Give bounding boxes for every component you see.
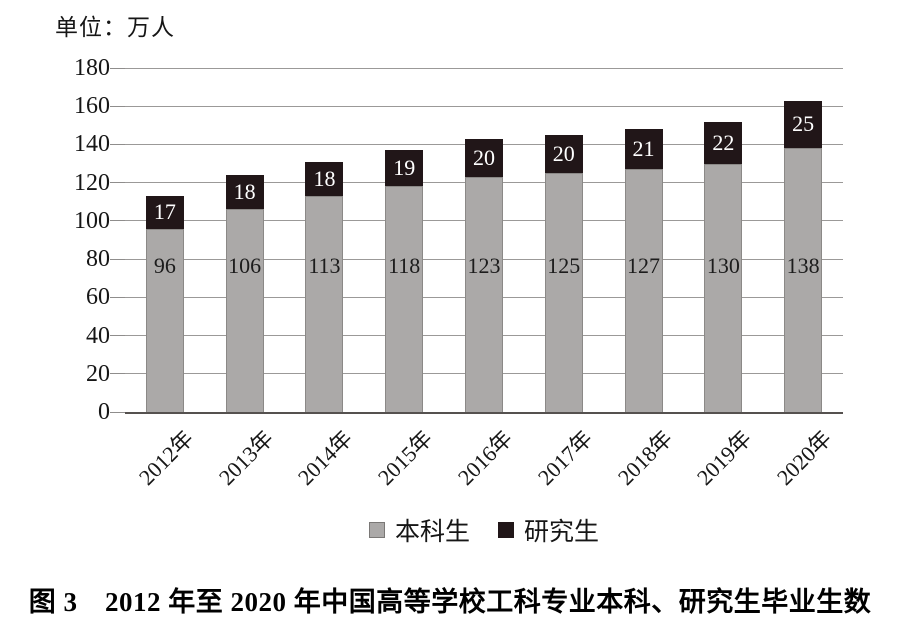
bar-segment-undergraduate (305, 196, 344, 412)
x-axis-label-2012年: 2012年 (133, 425, 199, 490)
bar-segment-graduate: 18 (225, 175, 264, 210)
legend-item-graduate: 研究生 (498, 512, 599, 548)
x-axis-label-2018年: 2018年 (612, 425, 677, 490)
legend-label: 本科生 (394, 519, 470, 546)
y-tick-80 (110, 258, 125, 260)
bar-segment-graduate: 20 (544, 134, 583, 174)
undergraduate-value-label: 127 (627, 253, 661, 278)
x-axis-label-2020年: 2020年 (771, 425, 837, 490)
graduate-value-label: 22 (712, 129, 735, 155)
undergraduate-value-label: 96 (153, 253, 176, 278)
bar-2016年: 20 123 (465, 138, 503, 412)
bar-segment-graduate: 22 (704, 121, 743, 164)
graduate-value-label: 18 (313, 165, 336, 191)
x-axis-label-2015年: 2015年 (373, 425, 438, 490)
bar-2019年: 22 130 (704, 121, 743, 412)
bar-segment-undergraduate (145, 228, 184, 412)
x-axis-label-2014年: 2014年 (293, 425, 358, 490)
y-tick-100 (110, 220, 125, 222)
graduate-value-label: 20 (473, 144, 495, 170)
y-tick-0 (110, 411, 125, 413)
graduate-value-label: 17 (153, 199, 176, 225)
y-axis-label-140: 140 (74, 131, 110, 158)
y-tick-140 (110, 143, 125, 145)
bar-segment-undergraduate (225, 209, 264, 412)
legend-item-undergraduate: 本科生 (368, 512, 470, 548)
x-axis-label-2013年: 2013年 (213, 425, 278, 490)
legend-swatch-icon (368, 522, 385, 538)
y-tick-40 (110, 335, 125, 337)
undergraduate-value-label: 138 (786, 253, 820, 278)
y-tick-60 (110, 296, 125, 298)
unit-label: 单位：万人 (55, 15, 175, 40)
bar-segment-undergraduate (544, 173, 583, 412)
bar-segment-graduate: 19 (385, 150, 424, 187)
bar-2017年: 20 125 (544, 134, 583, 412)
undergraduate-value-label: 106 (228, 253, 262, 278)
bar-2015年: 19 118 (385, 150, 424, 412)
bar-2018年: 21 127 (624, 129, 663, 412)
bar-segment-graduate: 21 (624, 129, 663, 170)
bar-2020年: 25 138 (784, 100, 823, 412)
undergraduate-value-label: 113 (308, 253, 341, 278)
graduate-value-label: 25 (792, 111, 815, 137)
undergraduate-value-label: 130 (706, 253, 740, 278)
bar-2014年: 18 113 (305, 161, 344, 412)
undergraduate-value-label: 125 (547, 253, 581, 278)
graduate-value-label: 18 (233, 179, 256, 205)
y-tick-20 (110, 373, 125, 375)
bar-segment-undergraduate (784, 148, 823, 412)
graduate-value-label: 19 (393, 155, 416, 181)
legend-label: 研究生 (524, 519, 600, 546)
y-axis-label-0: 0 (98, 399, 110, 425)
bar-segment-graduate: 17 (145, 196, 184, 229)
bar-2012年: 17 96 (145, 196, 184, 412)
y-axis-label-40: 40 (86, 322, 110, 349)
gridline-180 (125, 67, 843, 69)
graduate-value-label: 20 (552, 141, 575, 166)
y-axis-label-80: 80 (86, 246, 110, 273)
bar-segment-graduate: 20 (465, 138, 503, 177)
y-axis-label-160: 160 (74, 93, 110, 120)
legend-swatch-icon (498, 522, 514, 538)
legend: 本科生 研究生 (125, 512, 843, 548)
bar-segment-undergraduate (624, 169, 663, 412)
undergraduate-value-label: 118 (388, 253, 421, 278)
x-axis-label-2016年: 2016年 (452, 425, 518, 490)
bar-segment-undergraduate (465, 176, 503, 412)
plot-area: 0 20 40 60 80 100 120 140 160 180 17 96 2012年 18 106 20… (74, 56, 843, 490)
x-axis-label-2019年: 2019年 (692, 425, 757, 490)
y-tick-180 (110, 67, 125, 69)
bar-2013年: 18 106 (225, 175, 264, 412)
y-tick-160 (110, 105, 125, 107)
bar-segment-graduate: 25 (784, 100, 823, 149)
gridline-160 (125, 105, 843, 107)
bar-segment-undergraduate (704, 163, 743, 412)
bar-segment-undergraduate (385, 186, 424, 412)
x-axis-label-2017年: 2017年 (532, 425, 597, 490)
y-axis-label-180: 180 (74, 55, 110, 81)
y-axis-label-120: 120 (74, 169, 110, 196)
y-axis-label-100: 100 (74, 207, 110, 234)
undergraduate-value-label: 123 (467, 253, 501, 278)
bar-segment-graduate: 18 (305, 161, 344, 197)
y-tick-120 (110, 182, 125, 184)
y-axis-label-20: 20 (86, 360, 110, 387)
figure-caption: 图 3 2012 年至 2020 年中国高等学校工科专业本科、研究生毕业生数 (28, 587, 872, 617)
y-axis-label-60: 60 (86, 284, 110, 311)
graduate-value-label: 21 (632, 136, 655, 162)
